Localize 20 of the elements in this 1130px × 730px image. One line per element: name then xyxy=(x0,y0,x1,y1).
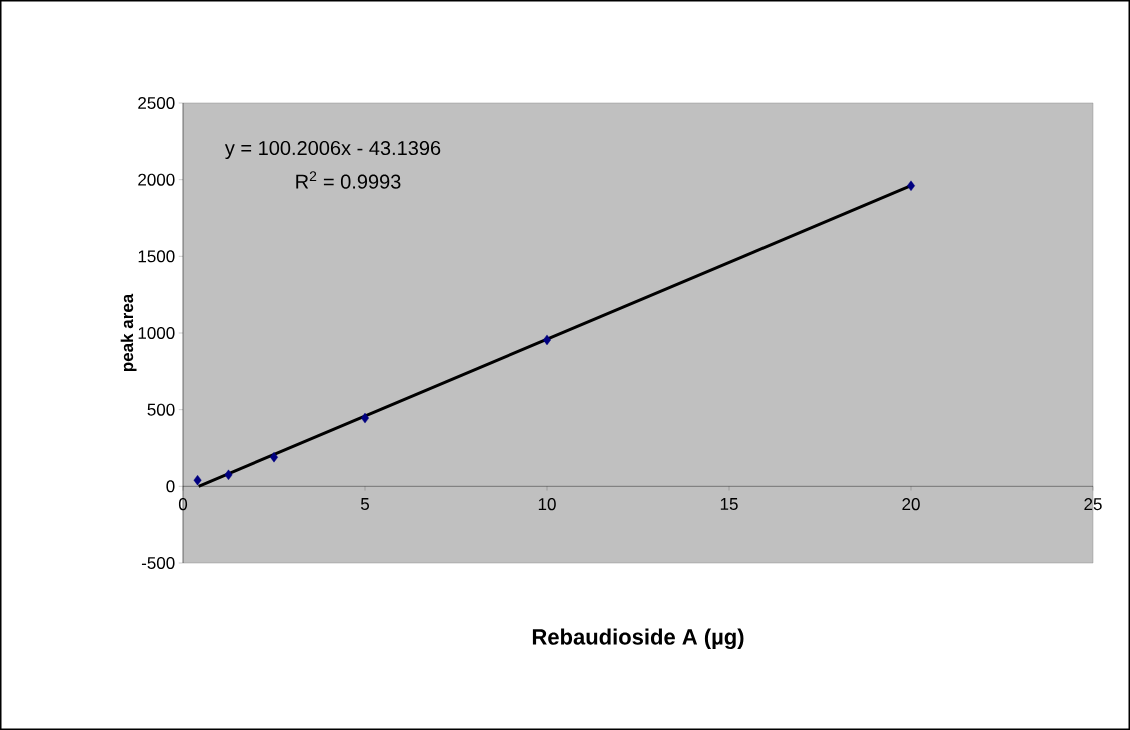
x-tick-label: 5 xyxy=(360,498,370,510)
y-tick-label: 1500 xyxy=(138,250,175,263)
x-tick-label: 10 xyxy=(538,498,556,511)
y-axis-title: peak area xyxy=(120,293,137,372)
annotation: R$^{2}$ = 0.9993 xyxy=(296,171,401,189)
x-tick-label: 20 xyxy=(902,498,920,511)
y-tick-label: 500 xyxy=(147,403,175,416)
x-tick-label: 15 xyxy=(720,498,738,510)
y-tick-label: 1000 xyxy=(138,326,175,340)
y-tick-label: 0 xyxy=(166,480,175,493)
x-tick-label: 0 xyxy=(178,498,188,511)
x-tick-label: 25 xyxy=(1084,498,1102,511)
point xyxy=(224,469,233,481)
x-axis-title: Rebaudioside A (µg) xyxy=(532,628,744,650)
annotation: y = 100.2006x - 43.1396 xyxy=(224,140,441,160)
point xyxy=(907,180,915,191)
y-tick-label: 2000 xyxy=(138,173,175,186)
y-tick-label: -500 xyxy=(141,556,175,570)
point xyxy=(193,474,202,486)
y-tick-label: 2500 xyxy=(138,96,175,110)
